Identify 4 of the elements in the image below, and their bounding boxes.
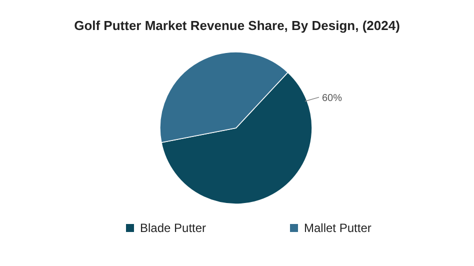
chart-title: Golf Putter Market Revenue Share, By Design, (2024) bbox=[74, 18, 400, 33]
legend-label: Mallet Putter bbox=[304, 221, 372, 235]
data-label: 60% bbox=[322, 93, 342, 104]
legend-label: Blade Putter bbox=[140, 221, 206, 235]
